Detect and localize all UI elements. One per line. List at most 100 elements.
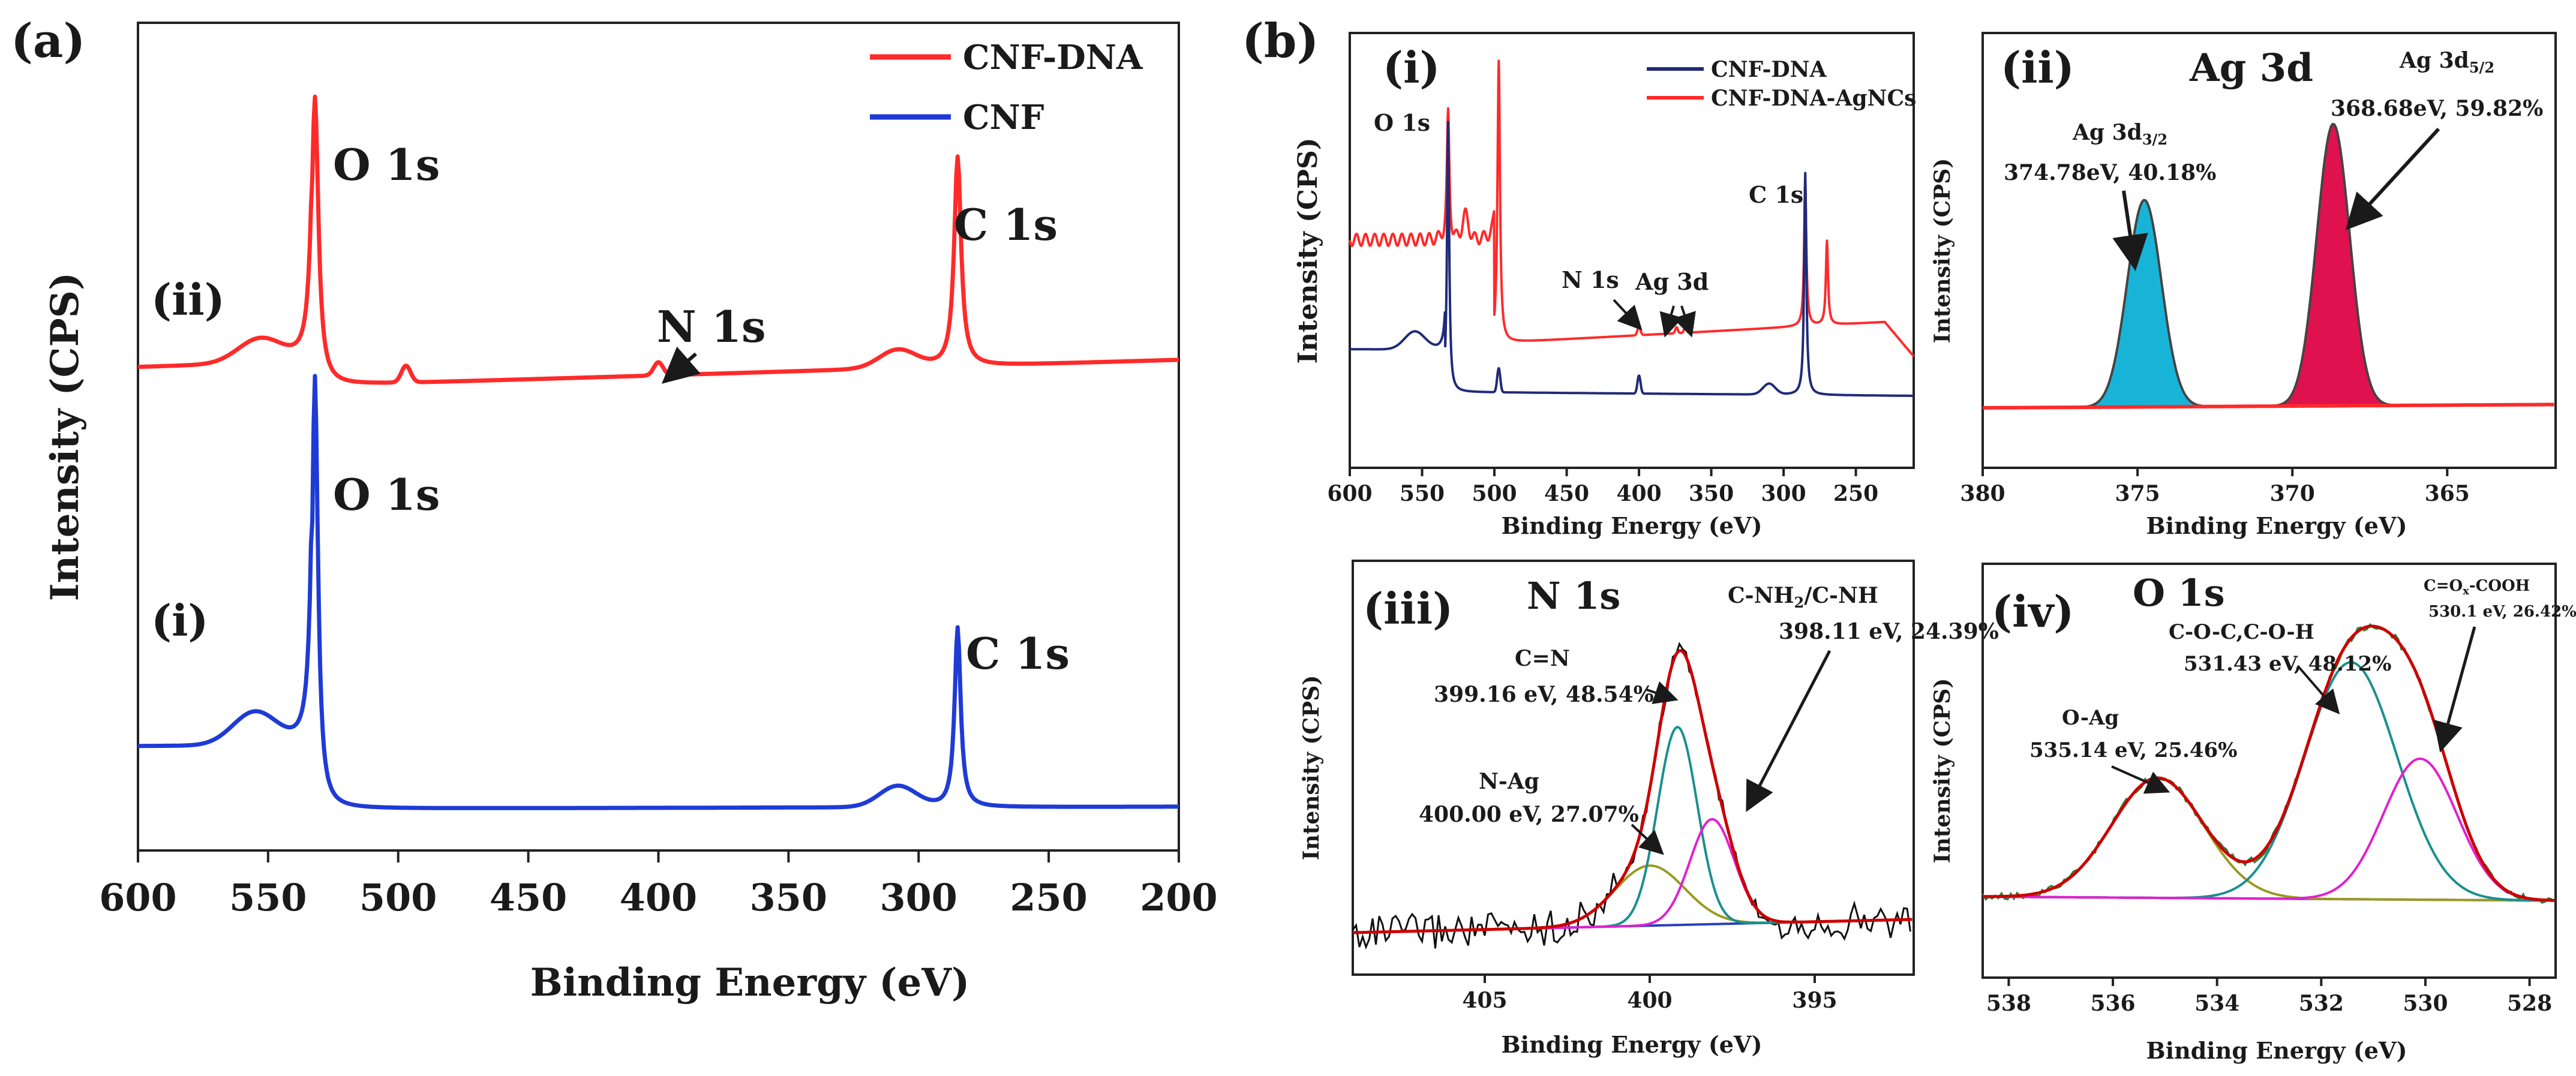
comp-oag-value: 535.14 eV, 25.46%	[2029, 738, 2237, 762]
x-tick-label: 400	[620, 876, 697, 919]
panel-b-i-xlabel: Binding Energy (eV)	[1502, 512, 1763, 539]
x-tick-label: 300	[1761, 481, 1806, 506]
comp-oag-name: O-Ag	[2062, 706, 2119, 730]
label-bi-n1s: N 1s	[1562, 266, 1619, 293]
panel-b-iii-frame	[1352, 560, 1915, 976]
x-tick-label: 400	[1627, 988, 1672, 1013]
peak-ag-3d52-label: Ag 3d5/2	[2399, 48, 2494, 76]
panel-a-label: (a)	[11, 14, 85, 68]
panel-b-i-ylabel: Intensity (CPS)	[1293, 137, 1323, 363]
arrow-bi-ag3d-2	[1673, 305, 1696, 338]
x-tick-label: 375	[2115, 481, 2160, 506]
peak-ag-3d32-value: 374.78eV, 40.18%	[2004, 160, 2216, 185]
n1s-comp-c-n	[1352, 726, 1913, 934]
comp-coc-name: C-O-C,C-O-H	[2169, 620, 2314, 644]
panel-b-i: 600 550 500 450 400 350 300 250 (i) CNF-DNA CNF…	[1293, 32, 1916, 539]
panel-b-iv-title: O 1s	[2133, 571, 2225, 615]
x-tick-label: 350	[1689, 481, 1734, 506]
panel-b-iii-title: N 1s	[1527, 574, 1620, 618]
arrow-bi-ag3d-1	[1659, 305, 1683, 338]
x-tick-label: 534	[2194, 991, 2239, 1016]
legend-bi-cnf-dna: CNF-DNA	[1711, 57, 1827, 82]
arrow-nh	[1746, 650, 1832, 812]
x-tick-label: 400	[1616, 481, 1661, 506]
comp-nh-name: C-NH2/C-NH	[1728, 583, 1878, 611]
panel-b-iv: 538 536 534 532 530 528 (iv) O 1s O-Ag 535.14…	[1930, 563, 2576, 1064]
curve-label-a-ii: (ii)	[151, 274, 225, 325]
comp-nag-name: N-Ag	[1479, 769, 1539, 794]
arrow-oag	[2111, 765, 2170, 794]
x-tick-label: 300	[880, 876, 957, 919]
comp-cn-name: C=N	[1515, 646, 1570, 671]
comp-nh-value: 398.11 eV, 24.39%	[1779, 619, 1999, 644]
label-a-i-c1s: C 1s	[966, 628, 1070, 679]
x-tick-label: 530	[2403, 991, 2448, 1016]
series-cnf-dna-agncs	[1349, 59, 1915, 357]
x-tick-label: 395	[1792, 988, 1837, 1013]
peak-ag-3d32-label: Ag 3d3/2	[2072, 120, 2167, 148]
x-tick-label: 550	[1400, 481, 1445, 506]
arrow-cn	[1646, 681, 1679, 704]
comp-coc-value: 531.43 eV, 48.12%	[2184, 652, 2391, 676]
panel-a-xlabel: Binding Energy (eV)	[530, 960, 969, 1005]
arrow-ag-3d52	[2345, 127, 2440, 230]
panel-b-ii-title: Ag 3d	[2189, 46, 2313, 91]
panel-b-iv-frame	[1981, 563, 2557, 979]
series-cnf	[137, 374, 1180, 810]
o1s-envelope	[1983, 624, 2555, 902]
x-tick-label: 550	[229, 876, 307, 919]
x-tick-label: 528	[2507, 991, 2552, 1016]
x-tick-label: 250	[1010, 876, 1087, 919]
panel-b-i-frame	[1349, 32, 1915, 469]
panel-b-ii-ylabel: Intensity (CPS)	[1930, 158, 1955, 344]
comp-cox-name: C=Ox-COOH	[2424, 577, 2530, 597]
panel-b-i-label: (i)	[1383, 42, 1440, 93]
arrow-ag-3d32	[2112, 190, 2148, 271]
label-bi-ag3d: Ag 3d	[1635, 268, 1709, 295]
label-a-ii-c1s: C 1s	[954, 199, 1058, 250]
panel-b-label: (b)	[1242, 14, 1319, 68]
x-tick-label: 600	[1327, 481, 1372, 506]
x-tick-label: 200	[1140, 876, 1217, 919]
arrow-cox	[2433, 626, 2476, 753]
x-tick-label: 532	[2299, 991, 2344, 1016]
o1s-comp-c-o-c	[1983, 661, 2555, 902]
label-bi-c1s: C 1s	[1749, 181, 1803, 208]
x-tick-label: 350	[750, 876, 827, 919]
label-a-i-o1s: O 1s	[333, 469, 440, 520]
ag-3d-baseline	[1983, 402, 2554, 410]
peak-ag-3d32	[1983, 200, 2554, 408]
panel-b-ii: 380 375 370 365 (ii) Ag 3d Ag 3d3/2 374.78e…	[1930, 32, 2557, 539]
n1s-comp-c-nh	[1352, 817, 1913, 934]
comp-cn-value: 399.16 eV, 48.54%	[1434, 682, 1654, 707]
x-tick-label: 370	[2270, 481, 2315, 506]
x-tick-label: 450	[1544, 481, 1589, 506]
x-tick-label: 450	[490, 876, 567, 919]
curve-label-a-i: (i)	[151, 595, 208, 646]
n1s-envelope	[1352, 649, 1913, 934]
panel-b-iv-xlabel: Binding Energy (eV)	[2146, 1037, 2407, 1064]
label-a-ii-n1s: N 1s	[657, 301, 766, 352]
x-tick-label: 365	[2425, 481, 2470, 506]
panel-b-ii-label: (ii)	[2001, 42, 2074, 93]
comp-cox-value: 530.1 eV, 26.42%	[2428, 603, 2576, 621]
panel-b-ii-frame	[1981, 32, 2557, 469]
series-cnf-dna	[137, 94, 1180, 385]
panel-a-ylabel: Intensity (CPS)	[43, 272, 88, 602]
legend-a-cnf-dna: CNF-DNA	[963, 38, 1143, 77]
x-tick-label: 538	[1986, 991, 2031, 1016]
arrow-coc	[2296, 665, 2340, 715]
label-bi-o1s: O 1s	[1374, 109, 1430, 136]
x-tick-label: 380	[1960, 481, 2005, 506]
x-tick-label: 250	[1833, 481, 1878, 506]
o1s-comp-c-ox	[1983, 757, 2555, 902]
panel-b-iv-label: (iv)	[1992, 586, 2074, 637]
panel-b-iii-ylabel: Intensity (CPS)	[1299, 675, 1324, 861]
panel-b-iii: 405 400 395 (iii) N 1s C=N 399.16 eV, 48.5…	[1299, 560, 1999, 1058]
arrow-nag	[1631, 823, 1664, 855]
series-cnf-dna-survey	[1349, 121, 1915, 397]
arrow-bi-n1s	[1613, 299, 1643, 330]
peak-ag-3d52-value: 368.68eV, 59.82%	[2331, 96, 2543, 121]
arrow-a-n1s	[661, 346, 701, 384]
